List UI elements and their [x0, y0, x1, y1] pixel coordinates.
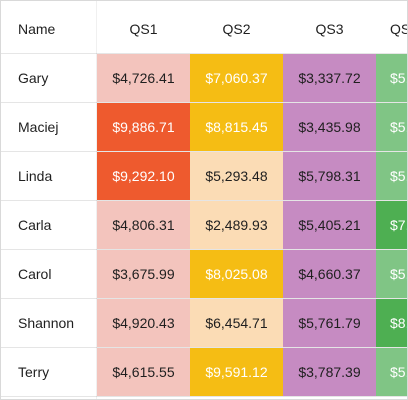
name-cell: Maciej — [1, 103, 97, 151]
qs4-cell[interactable]: $5, — [376, 250, 407, 298]
qs4-cell[interactable]: $5, — [376, 103, 407, 151]
qs2-cell[interactable]: $6,454.71 — [190, 299, 283, 347]
row-divider — [1, 102, 407, 103]
qs1-cell[interactable]: $4,920.43 — [97, 299, 190, 347]
table-row[interactable]: Maciej $9,886.71 $8,815.45 $3,435.98 $5, — [1, 103, 407, 151]
column-header-qs3[interactable]: QS3 — [283, 5, 376, 53]
qs1-cell[interactable]: $9,292.10 — [97, 152, 190, 200]
column-header-qs1[interactable]: QS1 — [97, 5, 190, 53]
qs3-cell[interactable]: $5,798.31 — [283, 152, 376, 200]
name-cell: Terry — [1, 348, 97, 396]
header-divider — [1, 53, 407, 54]
qs1-cell[interactable]: $4,726.41 — [97, 54, 190, 102]
qs2-cell[interactable]: $8,815.45 — [190, 103, 283, 151]
table-row[interactable]: Terry $4,615.55 $9,591.12 $3,787.39 $5, — [1, 348, 407, 396]
table-row[interactable]: Linda $9,292.10 $5,293.48 $5,798.31 $5, — [1, 152, 407, 200]
table-row[interactable]: Carla $4,806.31 $2,489.93 $5,405.21 $7, — [1, 201, 407, 249]
qs2-cell[interactable]: $7,060.37 — [190, 54, 283, 102]
qs1-cell[interactable]: $4,806.31 — [97, 201, 190, 249]
row-divider — [1, 347, 407, 348]
row-divider — [1, 298, 407, 299]
qs3-cell[interactable]: $3,337.72 — [283, 54, 376, 102]
qs2-cell[interactable]: $2,489.93 — [190, 201, 283, 249]
grid-header-row: Name QS1 QS2 QS3 QS4 — [1, 5, 407, 53]
name-cell: Gary — [1, 54, 97, 102]
name-cell: Carol — [1, 250, 97, 298]
qs3-cell[interactable]: $5,761.79 — [283, 299, 376, 347]
qs3-cell[interactable]: $4,660.37 — [283, 250, 376, 298]
qs3-cell[interactable]: $5,405.21 — [283, 201, 376, 249]
qs1-cell[interactable]: $3,675.99 — [97, 250, 190, 298]
qs4-cell[interactable]: $5, — [376, 54, 407, 102]
table-row[interactable]: Shannon $4,920.43 $6,454.71 $5,761.79 $8… — [1, 299, 407, 347]
table-row[interactable]: Carol $3,675.99 $8,025.08 $4,660.37 $5, — [1, 250, 407, 298]
row-divider — [1, 396, 407, 397]
qs4-cell[interactable]: $5, — [376, 152, 407, 200]
name-cell: Carla — [1, 201, 97, 249]
column-header-qs4[interactable]: QS4 — [376, 5, 407, 53]
row-divider — [1, 151, 407, 152]
qs4-cell[interactable]: $7, — [376, 201, 407, 249]
column-header-name[interactable]: Name — [1, 5, 97, 53]
name-cell: Shannon — [1, 299, 97, 347]
qs3-cell[interactable]: $3,435.98 — [283, 103, 376, 151]
name-cell: Linda — [1, 152, 97, 200]
qs1-cell[interactable]: $4,615.55 — [97, 348, 190, 396]
column-header-qs2[interactable]: QS2 — [190, 5, 283, 53]
qs2-cell[interactable]: $8,025.08 — [190, 250, 283, 298]
qs2-cell[interactable]: $5,293.48 — [190, 152, 283, 200]
row-divider — [1, 249, 407, 250]
qs4-cell[interactable]: $8, — [376, 299, 407, 347]
row-divider — [1, 200, 407, 201]
qs3-cell[interactable]: $3,787.39 — [283, 348, 376, 396]
table-row[interactable]: Gary $4,726.41 $7,060.37 $3,337.72 $5, — [1, 54, 407, 102]
column-divider — [96, 1, 97, 399]
qs1-cell[interactable]: $9,886.71 — [97, 103, 190, 151]
qs2-cell[interactable]: $9,591.12 — [190, 348, 283, 396]
qs4-cell[interactable]: $5, — [376, 348, 407, 396]
